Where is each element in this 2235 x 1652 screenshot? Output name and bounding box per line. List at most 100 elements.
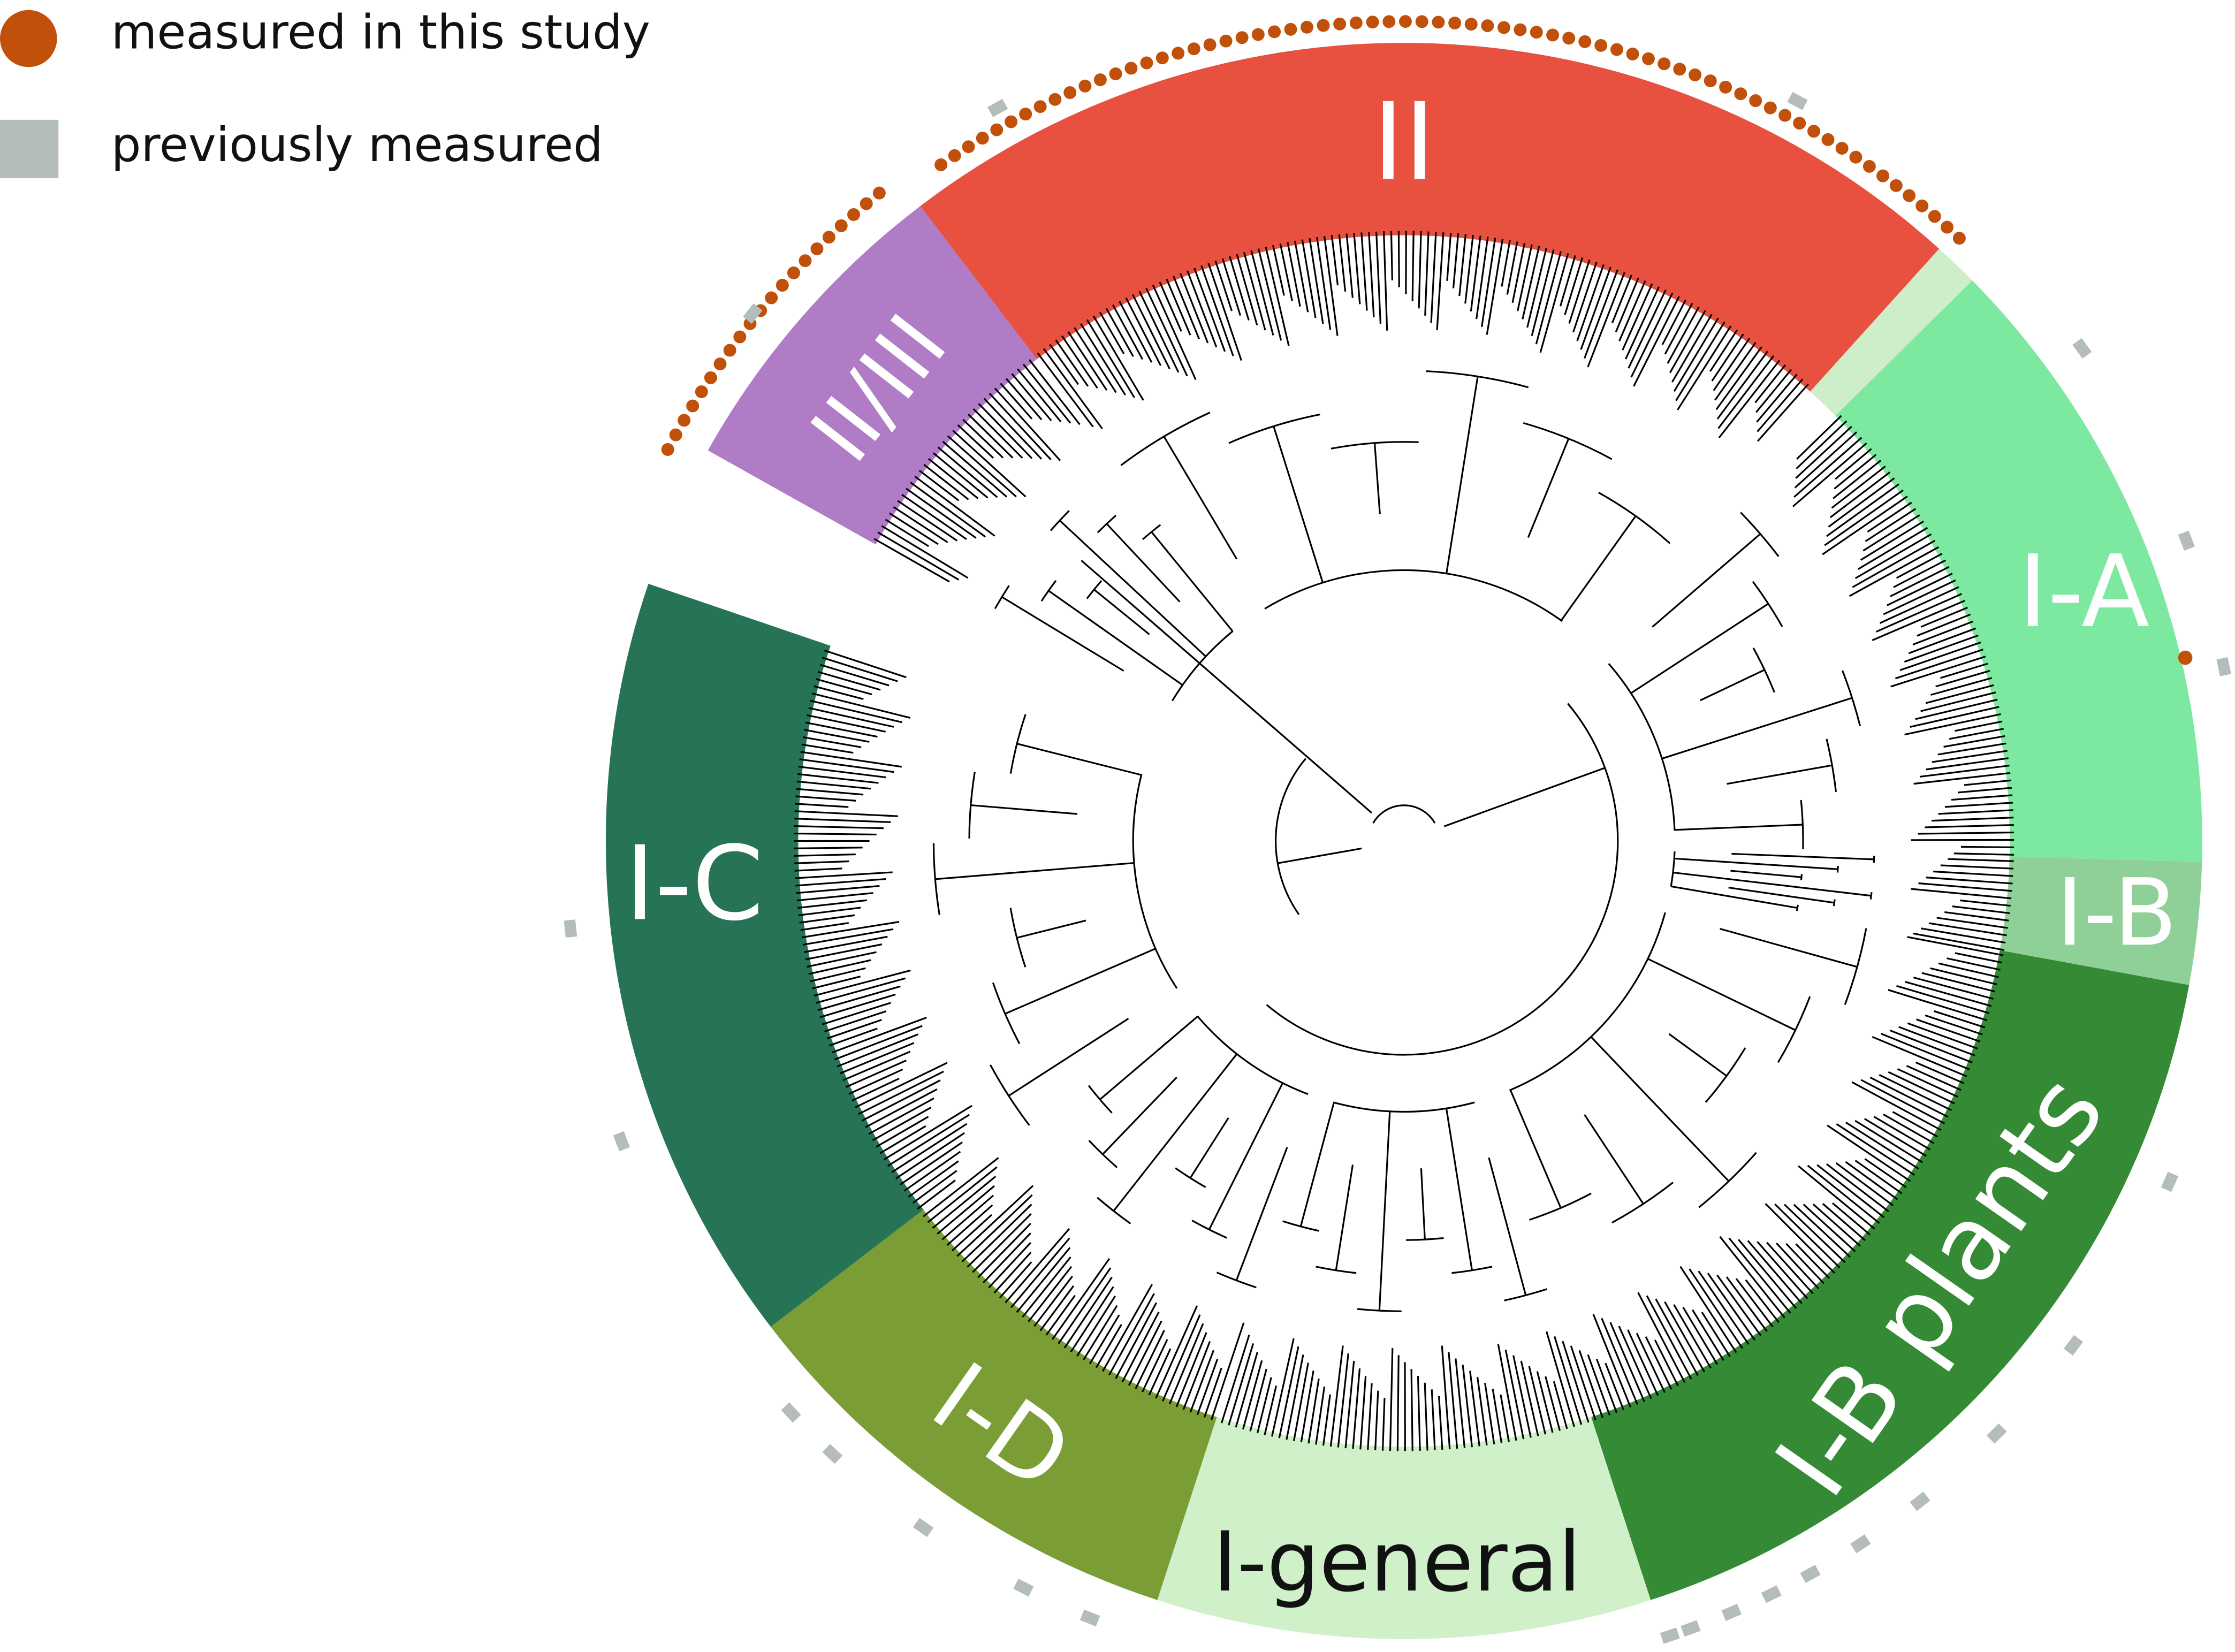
measured-dot	[1366, 16, 1379, 29]
branch	[961, 1194, 1033, 1262]
branch	[1011, 373, 1052, 422]
branch	[1228, 1343, 1255, 1426]
branch	[1785, 1243, 1825, 1284]
branch	[983, 398, 1043, 460]
branch	[1086, 580, 1103, 599]
branch	[1668, 1033, 1728, 1077]
branch	[1930, 677, 1993, 696]
branch	[1511, 242, 1526, 303]
branch	[1869, 892, 1873, 900]
measured-dot	[787, 266, 800, 279]
branch	[1106, 523, 1181, 603]
branch	[1203, 1367, 1222, 1418]
measured-dot	[1048, 93, 1062, 106]
branch	[1921, 972, 1996, 993]
branch	[1913, 976, 1994, 1000]
branch	[1331, 235, 1339, 286]
branch	[918, 469, 960, 501]
branch	[1135, 1330, 1165, 1389]
branch	[1476, 237, 1489, 319]
clade-sector	[1157, 1417, 1651, 1639]
branch	[970, 804, 1077, 815]
measured-dot	[1464, 18, 1478, 31]
measured-dot	[723, 344, 736, 357]
branch	[1916, 1018, 1981, 1042]
branch	[1560, 515, 1637, 621]
branch	[1913, 772, 2011, 785]
branch	[1572, 262, 1598, 333]
branch	[1033, 1275, 1074, 1327]
branch	[1915, 698, 1998, 720]
measured-dot	[1719, 80, 1732, 94]
branch	[1564, 257, 1584, 315]
branch	[889, 512, 939, 545]
measured-dot	[1514, 23, 1527, 36]
branch	[1795, 1243, 1830, 1279]
branch	[1417, 1376, 1421, 1451]
branch	[1022, 1257, 1071, 1318]
branch	[861, 1079, 941, 1122]
branch	[881, 525, 969, 579]
measured-dot	[1301, 20, 1313, 34]
branch	[1835, 448, 1872, 480]
branch	[1661, 697, 1853, 760]
branch	[893, 506, 948, 543]
branch	[1431, 1389, 1436, 1450]
branch	[795, 878, 886, 887]
branch	[805, 721, 878, 738]
branch	[1545, 1376, 1561, 1431]
branch	[808, 707, 894, 728]
branch	[1451, 1266, 1493, 1274]
branch	[1609, 1322, 1645, 1402]
branch	[800, 922, 849, 931]
branch	[1834, 454, 1877, 490]
branch	[1883, 579, 1956, 615]
branch	[1005, 1228, 1070, 1304]
measured-dot	[1778, 109, 1792, 122]
branch	[1373, 443, 1381, 514]
branch	[1277, 847, 1362, 864]
branch	[1300, 1371, 1314, 1443]
branch	[910, 482, 986, 538]
branch	[999, 1261, 1032, 1299]
measured-dot	[661, 443, 674, 456]
branch	[834, 1025, 923, 1061]
branch	[1938, 962, 1999, 978]
branch	[1754, 364, 1787, 404]
branch	[1725, 1276, 1768, 1332]
branch	[1888, 989, 1988, 1022]
measured-dot	[1399, 15, 1412, 28]
branch	[807, 714, 886, 733]
branch	[801, 920, 900, 939]
branch	[1630, 603, 1769, 694]
branch	[1907, 936, 2004, 956]
branch	[795, 803, 849, 808]
branch	[1010, 1237, 1070, 1308]
branch	[797, 773, 879, 784]
branch	[914, 475, 995, 537]
branch	[1329, 1345, 1344, 1447]
branch	[1022, 363, 1071, 424]
branch	[1737, 1239, 1797, 1309]
branch	[804, 729, 870, 743]
branch	[1933, 870, 2013, 877]
branch	[1159, 281, 1182, 332]
branch	[814, 969, 911, 997]
branch	[1849, 546, 1939, 597]
branch	[1522, 246, 1540, 319]
branch	[1627, 1329, 1659, 1396]
branch	[1568, 260, 1591, 324]
branch	[1624, 286, 1660, 360]
branch	[1601, 1318, 1639, 1405]
branch	[1323, 236, 1339, 336]
branch	[1792, 442, 1867, 507]
branch	[1576, 264, 1605, 341]
branch	[1595, 1358, 1618, 1413]
branch	[1622, 283, 1653, 351]
branch	[1711, 333, 1744, 382]
branch	[873, 538, 950, 583]
measured-dot	[669, 428, 682, 441]
measured-dot	[1155, 51, 1169, 65]
branch	[1163, 436, 1238, 560]
branch	[1448, 1352, 1458, 1449]
